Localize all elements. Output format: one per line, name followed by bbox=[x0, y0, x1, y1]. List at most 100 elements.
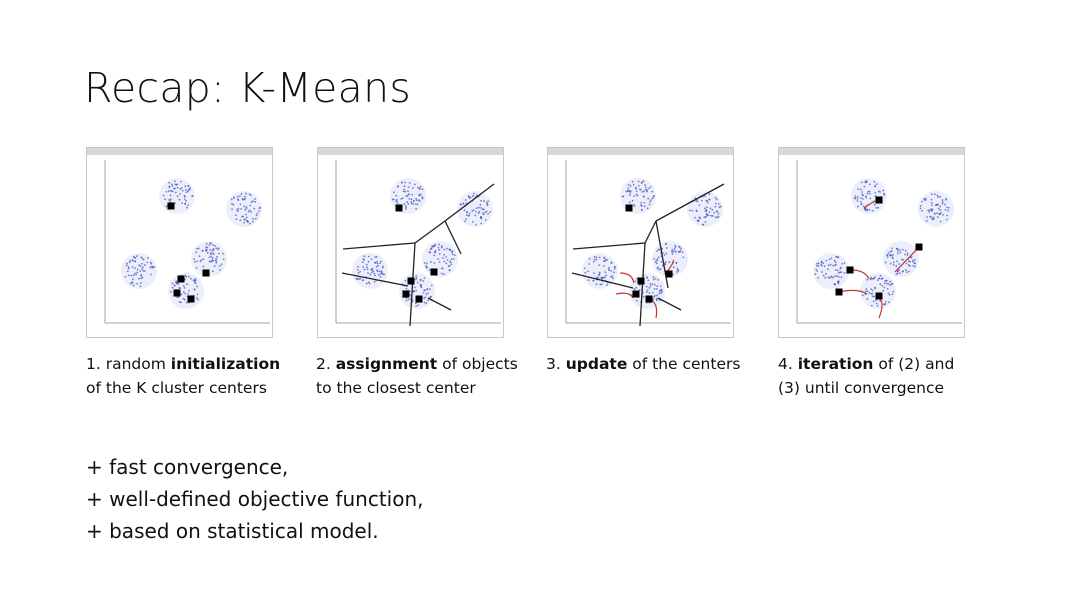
data-point bbox=[611, 277, 614, 280]
data-point bbox=[656, 259, 659, 262]
data-point bbox=[464, 199, 467, 201]
data-point bbox=[592, 279, 595, 282]
plot-iteration bbox=[778, 147, 965, 338]
data-point bbox=[717, 203, 720, 205]
data-point bbox=[406, 201, 409, 203]
data-point bbox=[928, 210, 931, 213]
data-point bbox=[873, 276, 876, 278]
data-point bbox=[937, 203, 939, 206]
data-point bbox=[194, 278, 197, 280]
data-point bbox=[371, 271, 373, 274]
data-point bbox=[149, 266, 152, 269]
data-point bbox=[401, 197, 404, 200]
data-point bbox=[626, 190, 629, 192]
data-point bbox=[872, 277, 875, 280]
data-point bbox=[900, 258, 903, 261]
data-point bbox=[254, 198, 256, 200]
data-point bbox=[451, 253, 454, 256]
data-point bbox=[395, 198, 398, 201]
data-point bbox=[235, 218, 238, 221]
cluster-halo bbox=[883, 241, 919, 277]
data-point bbox=[708, 211, 711, 213]
data-point bbox=[627, 187, 630, 190]
data-point bbox=[196, 260, 199, 263]
data-point bbox=[593, 258, 596, 261]
bullet-list: + fast convergence, + well-defined objec… bbox=[86, 451, 423, 547]
data-point bbox=[714, 216, 717, 219]
data-point bbox=[174, 202, 177, 205]
data-point bbox=[423, 301, 426, 304]
data-point bbox=[600, 278, 603, 280]
data-point bbox=[869, 183, 871, 186]
data-point bbox=[162, 194, 165, 197]
data-point bbox=[882, 289, 885, 292]
data-point bbox=[636, 194, 639, 197]
data-point bbox=[361, 261, 364, 264]
data-point bbox=[641, 208, 643, 211]
data-point bbox=[828, 277, 831, 280]
data-point bbox=[656, 294, 658, 297]
data-point bbox=[628, 201, 631, 204]
data-point bbox=[365, 266, 368, 269]
data-point bbox=[657, 248, 660, 251]
data-point bbox=[680, 247, 682, 250]
data-point bbox=[637, 184, 640, 187]
data-point bbox=[635, 286, 638, 289]
data-point bbox=[652, 278, 655, 281]
data-point bbox=[639, 188, 642, 191]
data-point bbox=[412, 290, 415, 292]
data-point bbox=[656, 299, 658, 302]
data-point bbox=[467, 214, 470, 217]
data-point bbox=[248, 193, 251, 196]
data-point bbox=[650, 199, 652, 201]
data-point bbox=[672, 266, 675, 269]
data-point bbox=[487, 212, 489, 215]
data-point bbox=[651, 291, 654, 294]
data-point bbox=[719, 205, 722, 208]
plot-initialization bbox=[86, 147, 273, 338]
data-point bbox=[183, 198, 186, 200]
data-point bbox=[258, 206, 261, 209]
data-point bbox=[417, 199, 420, 202]
data-point bbox=[212, 244, 215, 246]
data-point bbox=[880, 277, 883, 280]
data-point bbox=[419, 278, 422, 281]
data-point bbox=[373, 280, 376, 283]
data-point bbox=[359, 277, 362, 280]
data-point bbox=[704, 207, 706, 210]
data-point bbox=[452, 258, 455, 260]
data-point bbox=[890, 282, 893, 285]
data-point bbox=[627, 183, 630, 186]
data-point bbox=[437, 246, 440, 249]
voronoi-boundary bbox=[571, 272, 634, 289]
data-point bbox=[471, 220, 474, 223]
data-point bbox=[875, 299, 877, 302]
cluster-center bbox=[415, 295, 423, 303]
data-point bbox=[429, 288, 431, 291]
caption-step-1: 1. random initialization of the K cluster… bbox=[86, 355, 281, 397]
data-point bbox=[836, 269, 839, 272]
data-point bbox=[871, 295, 874, 298]
data-point bbox=[930, 215, 932, 218]
data-point bbox=[430, 284, 433, 287]
data-point bbox=[209, 253, 212, 256]
data-point bbox=[367, 260, 370, 263]
data-point bbox=[212, 248, 215, 250]
data-point bbox=[853, 196, 856, 199]
data-point bbox=[642, 180, 645, 183]
cluster-center bbox=[177, 275, 185, 283]
data-point bbox=[828, 258, 831, 261]
data-point bbox=[825, 272, 827, 275]
data-point bbox=[691, 209, 694, 212]
data-point bbox=[912, 260, 915, 263]
data-point bbox=[827, 264, 830, 267]
data-point bbox=[135, 273, 138, 276]
data-point bbox=[821, 271, 824, 273]
data-point bbox=[671, 252, 674, 255]
data-point bbox=[230, 198, 233, 201]
data-point bbox=[414, 302, 417, 305]
data-point bbox=[175, 183, 178, 186]
data-point bbox=[367, 255, 370, 258]
data-point bbox=[833, 283, 836, 286]
data-point bbox=[182, 285, 185, 287]
